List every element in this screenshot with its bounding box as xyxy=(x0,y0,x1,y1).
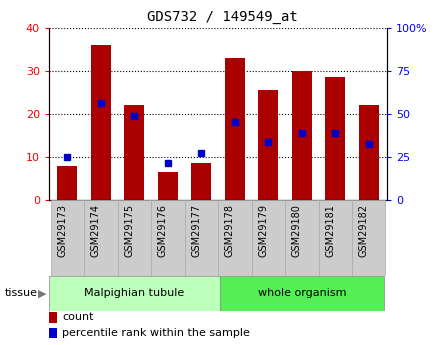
Bar xyxy=(258,90,278,200)
Text: percentile rank within the sample: percentile rank within the sample xyxy=(62,328,251,338)
Bar xyxy=(191,164,211,200)
FancyBboxPatch shape xyxy=(51,200,84,276)
FancyBboxPatch shape xyxy=(84,200,117,276)
FancyBboxPatch shape xyxy=(218,200,251,276)
FancyBboxPatch shape xyxy=(49,276,220,310)
Bar xyxy=(292,71,312,200)
Bar xyxy=(359,105,379,200)
Text: tissue: tissue xyxy=(4,288,37,298)
Text: count: count xyxy=(62,313,94,323)
Bar xyxy=(49,328,57,338)
Bar xyxy=(325,77,345,200)
FancyBboxPatch shape xyxy=(352,200,385,276)
Bar xyxy=(158,172,178,200)
FancyBboxPatch shape xyxy=(251,200,285,276)
Text: GSM29174: GSM29174 xyxy=(91,204,101,257)
Text: GSM29173: GSM29173 xyxy=(57,204,67,257)
FancyBboxPatch shape xyxy=(117,200,151,276)
Bar xyxy=(57,166,77,200)
Text: GSM29180: GSM29180 xyxy=(292,204,302,257)
Text: Malpighian tubule: Malpighian tubule xyxy=(84,288,185,298)
Bar xyxy=(91,45,111,200)
Text: GDS732 / 149549_at: GDS732 / 149549_at xyxy=(147,10,298,24)
FancyBboxPatch shape xyxy=(151,200,185,276)
Text: ▶: ▶ xyxy=(38,288,46,298)
Bar xyxy=(49,312,57,323)
Text: GSM29181: GSM29181 xyxy=(325,204,335,257)
Bar xyxy=(124,105,144,200)
FancyBboxPatch shape xyxy=(185,200,218,276)
Text: GSM29176: GSM29176 xyxy=(158,204,168,257)
Bar xyxy=(225,58,245,200)
FancyBboxPatch shape xyxy=(319,200,352,276)
FancyBboxPatch shape xyxy=(285,200,319,276)
Text: GSM29178: GSM29178 xyxy=(225,204,235,257)
Text: GSM29179: GSM29179 xyxy=(258,204,268,257)
Text: GSM29177: GSM29177 xyxy=(191,204,201,257)
Text: GSM29182: GSM29182 xyxy=(359,204,369,257)
Text: whole organism: whole organism xyxy=(258,288,346,298)
Text: GSM29175: GSM29175 xyxy=(124,204,134,257)
FancyBboxPatch shape xyxy=(220,276,384,310)
